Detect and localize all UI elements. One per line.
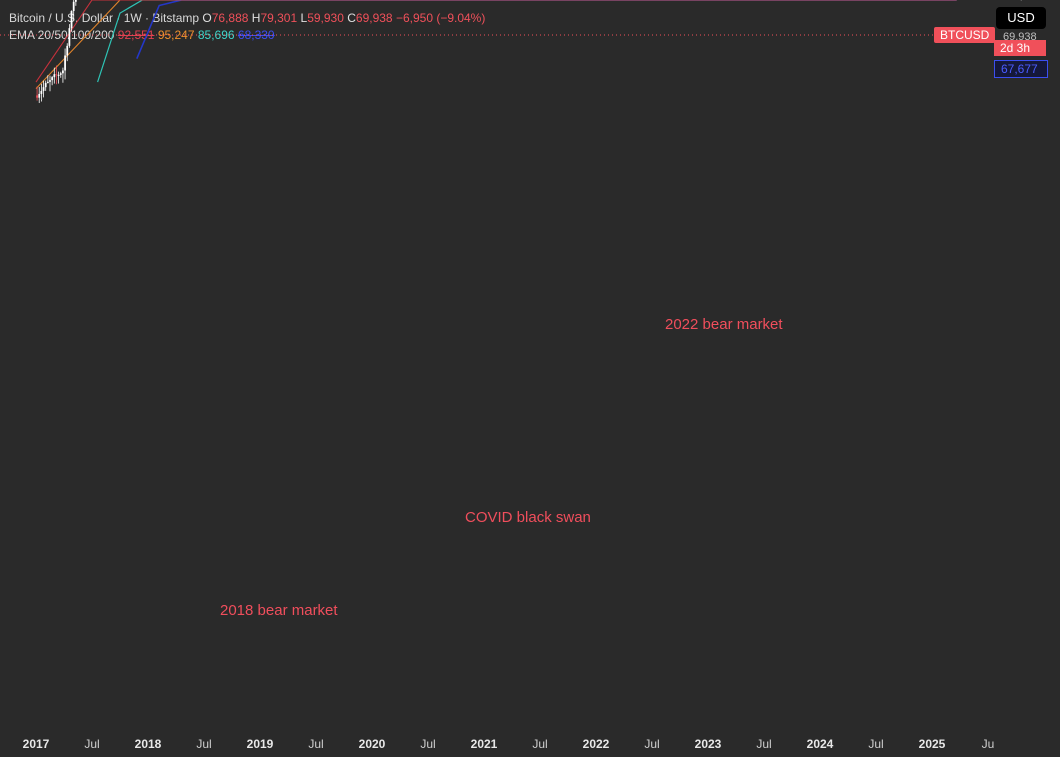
x-tick-label: Jul <box>868 737 884 751</box>
open-value: 76,888 <box>211 11 249 25</box>
low-label: L <box>300 11 308 25</box>
x-tick-label: 2025 <box>918 737 946 751</box>
symbol-title: Bitcoin / U.S. Dollar · 1W · Bitstamp <box>9 11 200 25</box>
countdown-tag: 2d 3h <box>994 40 1046 56</box>
close-label: C <box>347 11 356 25</box>
open-label: O <box>202 11 212 25</box>
x-tick-label: Jul <box>308 737 324 751</box>
close-value: 69,938 <box>355 11 393 25</box>
bear-2022-label: 2022 bear market <box>665 316 783 333</box>
x-tick-label: Jul <box>644 737 660 751</box>
candle-up[interactable] <box>57 74 60 76</box>
x-tick-label: 2020 <box>358 737 386 751</box>
candle-up[interactable] <box>42 87 45 91</box>
candle-up[interactable] <box>74 0 77 2</box>
candle-up[interactable] <box>46 81 49 83</box>
bear-2018-label: 2018 bear market <box>220 602 338 619</box>
x-tick-label: 2022 <box>582 737 610 751</box>
candle-up[interactable] <box>72 1 75 11</box>
ema20-line[interactable] <box>35 0 957 83</box>
ema-label: EMA 20/50/100/200 <box>9 28 115 42</box>
candle-up[interactable] <box>68 28 71 46</box>
symbol-tag: BTCUSD <box>934 27 996 43</box>
covid-label: COVID black swan <box>465 509 591 526</box>
x-tick-label: 2017 <box>22 737 50 751</box>
x-tick-label: 2019 <box>246 737 274 751</box>
ema200-price-tag: 67,677 <box>994 60 1048 78</box>
x-tick-label: Jul <box>420 737 436 751</box>
candle-up[interactable] <box>70 10 73 29</box>
x-tick-label: Jul <box>756 737 772 751</box>
candle-down[interactable] <box>55 74 58 76</box>
x-tick-label: Jul <box>84 737 100 751</box>
candle-up[interactable] <box>38 93 41 98</box>
candle-up[interactable] <box>64 55 66 71</box>
x-tick-label: Ju <box>981 737 995 751</box>
x-tick-label: 2024 <box>806 737 834 751</box>
x-tick-label: Jul <box>532 737 548 751</box>
ema50-line[interactable] <box>35 0 957 89</box>
candle-up[interactable] <box>49 80 51 82</box>
ema200-line[interactable] <box>136 0 957 60</box>
candle-up[interactable] <box>53 74 56 78</box>
candle-up[interactable] <box>62 70 64 74</box>
candle-up[interactable] <box>59 73 62 75</box>
x-tick-label: 2023 <box>694 737 722 751</box>
y-tick-label: 2,050 <box>983 0 1043 2</box>
x-tick-label: 2018 <box>134 737 162 751</box>
symbol-legend[interactable]: Bitcoin / U.S. Dollar · 1W · Bitstamp O7… <box>9 11 485 25</box>
low-value: 59,930 <box>307 11 344 25</box>
high-value: 79,301 <box>260 11 298 25</box>
ema100-line[interactable] <box>97 0 957 83</box>
candle-down[interactable] <box>36 95 38 98</box>
change-value: −6,950 (−9.04%) <box>395 11 486 25</box>
high-label: H <box>251 11 261 25</box>
candle-up[interactable] <box>44 82 47 88</box>
candle-up[interactable] <box>40 90 43 94</box>
currency-button[interactable]: USD <box>996 7 1046 29</box>
x-tick-label: 2021 <box>470 737 498 751</box>
candle-up[interactable] <box>51 77 54 81</box>
candle-up[interactable] <box>66 45 69 56</box>
x-tick-label: Jul <box>196 737 212 751</box>
